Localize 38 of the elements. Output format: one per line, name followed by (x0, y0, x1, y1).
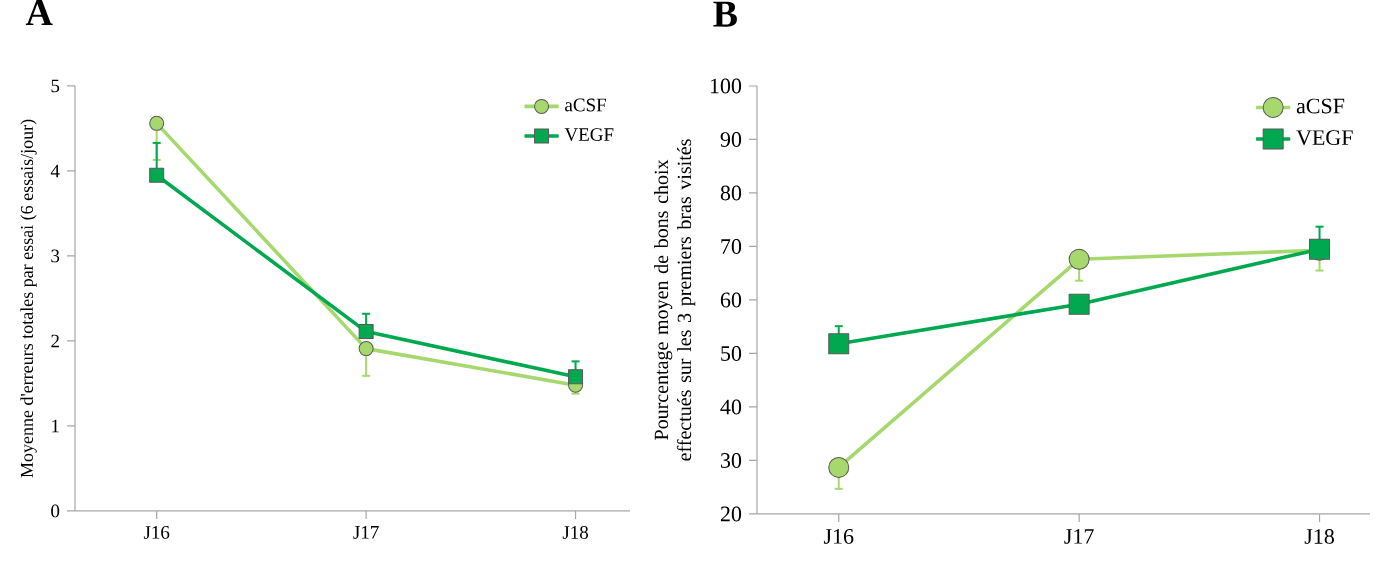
y-tick-label: 50 (721, 346, 742, 361)
y-tick-label: 4 (50, 164, 60, 178)
point (149, 115, 165, 131)
point (1068, 293, 1090, 315)
legend-label: VEGF (1296, 130, 1353, 146)
point (358, 341, 374, 357)
y-axis-title: Moyenne d'erreurs totales par essai (6 essais/jour) (20, 119, 37, 478)
chart-title: B (713, 1, 737, 27)
x-tick-label: J17 (1064, 529, 1094, 544)
x-tick-label: J18 (1304, 529, 1334, 544)
y-tick-label: 20 (720, 506, 742, 522)
y-tick-label: 2 (51, 334, 59, 348)
point (828, 333, 850, 355)
y-axis-title: Pourcentage moyen de bons choix effectués sur les 3 premiers bras visités (654, 139, 696, 461)
y-tick-label: 100 (710, 78, 742, 94)
x-tick-label: J17 (353, 526, 379, 539)
legend-label: aCSF (565, 98, 606, 112)
x-tick-label: J16 (143, 526, 170, 539)
point (149, 167, 165, 183)
x-tick-label: J16 (823, 529, 854, 544)
y-tick-label: 60 (720, 292, 742, 308)
y-tick-label: 5 (51, 79, 60, 93)
y-tick-label: 90 (720, 132, 742, 147)
y-tick-label: 70 (721, 239, 742, 254)
y-tick-label: 0 (51, 504, 60, 518)
y-tick-label: 3 (51, 249, 60, 263)
x-tick-label: J18 (562, 526, 589, 539)
y-tick-label: 30 (721, 453, 742, 468)
legend-label: aCSF (1296, 98, 1345, 114)
y-tick-label: 80 (720, 185, 742, 201)
legend-label: VEGF (564, 128, 614, 142)
point (1068, 248, 1090, 270)
point (358, 324, 374, 340)
point (568, 369, 584, 385)
point (828, 456, 850, 478)
chart-title: A (25, 0, 53, 26)
y-tick-label: 1 (52, 419, 59, 433)
y-tick-label: 40 (720, 399, 742, 415)
